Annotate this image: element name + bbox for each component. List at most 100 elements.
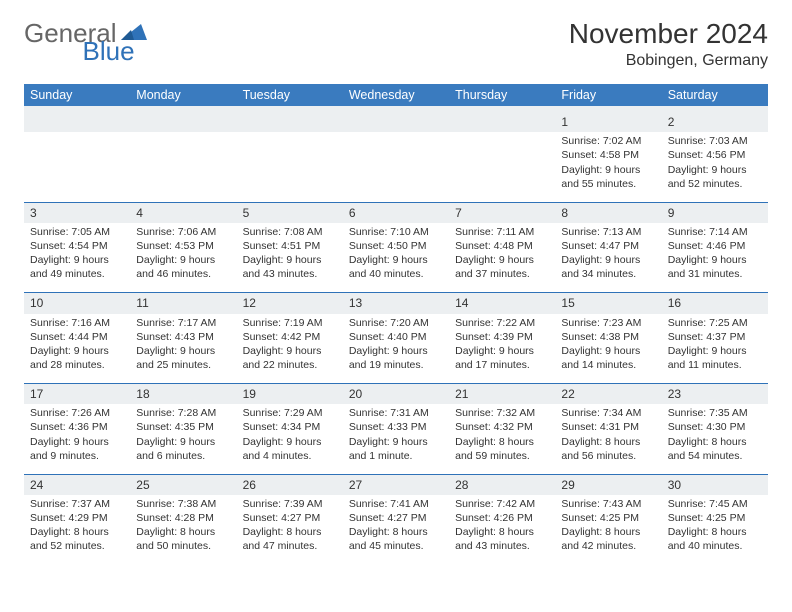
day-number: 5: [237, 202, 343, 223]
logo-text-blue: Blue: [83, 36, 135, 67]
week-num-row: 24252627282930: [24, 474, 768, 495]
day-number: 3: [24, 202, 130, 223]
day-number: 13: [343, 293, 449, 314]
daylight: Daylight: 8 hours and 47 minutes.: [243, 525, 337, 553]
day-number: 24: [24, 474, 130, 495]
daylight: Daylight: 8 hours and 40 minutes.: [668, 525, 762, 553]
day-number: 15: [555, 293, 661, 314]
day-number: 8: [555, 202, 661, 223]
daylight: Daylight: 8 hours and 59 minutes.: [455, 435, 549, 463]
calendar-table: Sunday Monday Tuesday Wednesday Thursday…: [24, 84, 768, 565]
day-cell: Sunrise: 7:23 AMSunset: 4:38 PMDaylight:…: [555, 314, 661, 384]
sunrise: Sunrise: 7:19 AM: [243, 316, 337, 330]
day-number: 10: [24, 293, 130, 314]
daylight: Daylight: 9 hours and 19 minutes.: [349, 344, 443, 372]
daylight: Daylight: 8 hours and 56 minutes.: [561, 435, 655, 463]
day-cell: Sunrise: 7:34 AMSunset: 4:31 PMDaylight:…: [555, 404, 661, 474]
day-number: 28: [449, 474, 555, 495]
sunrise: Sunrise: 7:41 AM: [349, 497, 443, 511]
day-cell: Sunrise: 7:16 AMSunset: 4:44 PMDaylight:…: [24, 314, 130, 384]
dayname-sun: Sunday: [24, 84, 130, 106]
location: Bobingen, Germany: [569, 52, 768, 70]
day-number: 25: [130, 474, 236, 495]
day-number: 11: [130, 293, 236, 314]
sunrise: Sunrise: 7:35 AM: [668, 406, 762, 420]
title-block: November 2024 Bobingen, Germany: [569, 18, 768, 70]
day-number: 4: [130, 202, 236, 223]
day-number: 26: [237, 474, 343, 495]
sunset: Sunset: 4:32 PM: [455, 420, 549, 434]
day-cell: Sunrise: 7:20 AMSunset: 4:40 PMDaylight:…: [343, 314, 449, 384]
day-cell: Sunrise: 7:17 AMSunset: 4:43 PMDaylight:…: [130, 314, 236, 384]
day-cell: Sunrise: 7:28 AMSunset: 4:35 PMDaylight:…: [130, 404, 236, 474]
sunset: Sunset: 4:48 PM: [455, 239, 549, 253]
daylight: Daylight: 9 hours and 52 minutes.: [668, 163, 762, 191]
sunset: Sunset: 4:53 PM: [136, 239, 230, 253]
day-cell: Sunrise: 7:35 AMSunset: 4:30 PMDaylight:…: [662, 404, 768, 474]
daylight: Daylight: 9 hours and 37 minutes.: [455, 253, 549, 281]
sunrise: Sunrise: 7:38 AM: [136, 497, 230, 511]
day-cell: Sunrise: 7:13 AMSunset: 4:47 PMDaylight:…: [555, 223, 661, 293]
sunset: Sunset: 4:43 PM: [136, 330, 230, 344]
day-cell: Sunrise: 7:26 AMSunset: 4:36 PMDaylight:…: [24, 404, 130, 474]
sunrise: Sunrise: 7:06 AM: [136, 225, 230, 239]
day-cell: Sunrise: 7:39 AMSunset: 4:27 PMDaylight:…: [237, 495, 343, 565]
day-cell: Sunrise: 7:10 AMSunset: 4:50 PMDaylight:…: [343, 223, 449, 293]
day-number: 6: [343, 202, 449, 223]
daylight: Daylight: 8 hours and 50 minutes.: [136, 525, 230, 553]
day-cell: Sunrise: 7:14 AMSunset: 4:46 PMDaylight:…: [662, 223, 768, 293]
dayname-wed: Wednesday: [343, 84, 449, 106]
daylight: Daylight: 8 hours and 43 minutes.: [455, 525, 549, 553]
daylight: Daylight: 9 hours and 6 minutes.: [136, 435, 230, 463]
day-cell: Sunrise: 7:37 AMSunset: 4:29 PMDaylight:…: [24, 495, 130, 565]
sunset: Sunset: 4:30 PM: [668, 420, 762, 434]
sunrise: Sunrise: 7:20 AM: [349, 316, 443, 330]
dayname-tue: Tuesday: [237, 84, 343, 106]
sunset: Sunset: 4:33 PM: [349, 420, 443, 434]
day-number: 18: [130, 384, 236, 405]
day-number: 1: [555, 112, 661, 132]
day-number: [130, 112, 236, 132]
day-cell: Sunrise: 7:42 AMSunset: 4:26 PMDaylight:…: [449, 495, 555, 565]
sunrise: Sunrise: 7:39 AM: [243, 497, 337, 511]
day-cell: [237, 132, 343, 202]
page-header: General Blue November 2024 Bobingen, Ger…: [24, 18, 768, 70]
sunrise: Sunrise: 7:23 AM: [561, 316, 655, 330]
sunrise: Sunrise: 7:03 AM: [668, 134, 762, 148]
day-cell: Sunrise: 7:08 AMSunset: 4:51 PMDaylight:…: [237, 223, 343, 293]
sunset: Sunset: 4:34 PM: [243, 420, 337, 434]
sunrise: Sunrise: 7:26 AM: [30, 406, 124, 420]
sunset: Sunset: 4:27 PM: [243, 511, 337, 525]
daylight: Daylight: 9 hours and 34 minutes.: [561, 253, 655, 281]
sunrise: Sunrise: 7:17 AM: [136, 316, 230, 330]
sunset: Sunset: 4:39 PM: [455, 330, 549, 344]
dayname-mon: Monday: [130, 84, 236, 106]
daylight: Daylight: 9 hours and 28 minutes.: [30, 344, 124, 372]
sunset: Sunset: 4:38 PM: [561, 330, 655, 344]
week-content-row: Sunrise: 7:26 AMSunset: 4:36 PMDaylight:…: [24, 404, 768, 474]
daylight: Daylight: 9 hours and 1 minute.: [349, 435, 443, 463]
day-cell: Sunrise: 7:43 AMSunset: 4:25 PMDaylight:…: [555, 495, 661, 565]
sunrise: Sunrise: 7:08 AM: [243, 225, 337, 239]
day-number: [237, 112, 343, 132]
dayname-thu: Thursday: [449, 84, 555, 106]
week-num-row: 3456789: [24, 202, 768, 223]
day-number: 29: [555, 474, 661, 495]
sunrise: Sunrise: 7:10 AM: [349, 225, 443, 239]
day-cell: Sunrise: 7:06 AMSunset: 4:53 PMDaylight:…: [130, 223, 236, 293]
daylight: Daylight: 9 hours and 17 minutes.: [455, 344, 549, 372]
week-content-row: Sunrise: 7:02 AMSunset: 4:58 PMDaylight:…: [24, 132, 768, 202]
day-number: 16: [662, 293, 768, 314]
week-num-row: 10111213141516: [24, 293, 768, 314]
daylight: Daylight: 9 hours and 4 minutes.: [243, 435, 337, 463]
daylight: Daylight: 9 hours and 55 minutes.: [561, 163, 655, 191]
sunset: Sunset: 4:28 PM: [136, 511, 230, 525]
sunrise: Sunrise: 7:25 AM: [668, 316, 762, 330]
daylight: Daylight: 8 hours and 45 minutes.: [349, 525, 443, 553]
day-cell: Sunrise: 7:41 AMSunset: 4:27 PMDaylight:…: [343, 495, 449, 565]
day-cell: Sunrise: 7:03 AMSunset: 4:56 PMDaylight:…: [662, 132, 768, 202]
sunset: Sunset: 4:25 PM: [561, 511, 655, 525]
sunset: Sunset: 4:26 PM: [455, 511, 549, 525]
daylight: Daylight: 9 hours and 40 minutes.: [349, 253, 443, 281]
daylight: Daylight: 8 hours and 42 minutes.: [561, 525, 655, 553]
